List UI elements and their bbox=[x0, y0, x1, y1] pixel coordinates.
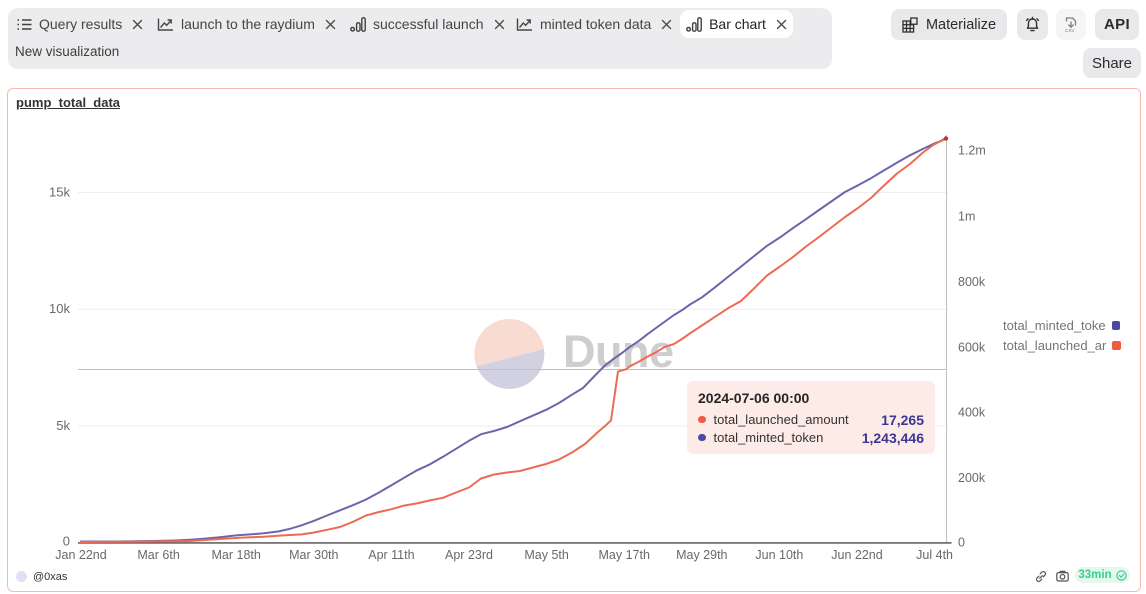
svg-text:May 5th: May 5th bbox=[524, 548, 569, 562]
svg-text:Mar 18th: Mar 18th bbox=[212, 548, 261, 562]
svg-text:1.2m: 1.2m bbox=[958, 144, 986, 158]
svg-text:Jun 22nd: Jun 22nd bbox=[831, 548, 882, 562]
svg-text:Jan 22nd: Jan 22nd bbox=[55, 548, 106, 562]
svg-text:800k: 800k bbox=[958, 275, 986, 289]
svg-text:May 17th: May 17th bbox=[598, 548, 649, 562]
svg-text:CSV: CSV bbox=[1065, 28, 1075, 33]
svg-text:10k: 10k bbox=[49, 301, 70, 316]
svg-text:Mar 30th: Mar 30th bbox=[289, 548, 338, 562]
svg-text:May 29th: May 29th bbox=[676, 548, 727, 562]
svg-text:400k: 400k bbox=[958, 406, 986, 420]
svg-text:Apr 11th: Apr 11th bbox=[368, 548, 414, 562]
svg-text:Jun 10th: Jun 10th bbox=[755, 548, 803, 562]
svg-text:Apr 23rd: Apr 23rd bbox=[445, 548, 493, 562]
svg-text:Jul 4th: Jul 4th bbox=[916, 548, 953, 562]
svg-text:15k: 15k bbox=[49, 184, 70, 199]
svg-text:600k: 600k bbox=[958, 340, 986, 354]
svg-text:5k: 5k bbox=[56, 418, 70, 433]
svg-text:1m: 1m bbox=[958, 210, 975, 224]
svg-text:0: 0 bbox=[958, 536, 965, 550]
svg-text:0: 0 bbox=[63, 534, 70, 549]
svg-text:200k: 200k bbox=[958, 471, 986, 485]
svg-text:Mar 6th: Mar 6th bbox=[137, 548, 179, 562]
